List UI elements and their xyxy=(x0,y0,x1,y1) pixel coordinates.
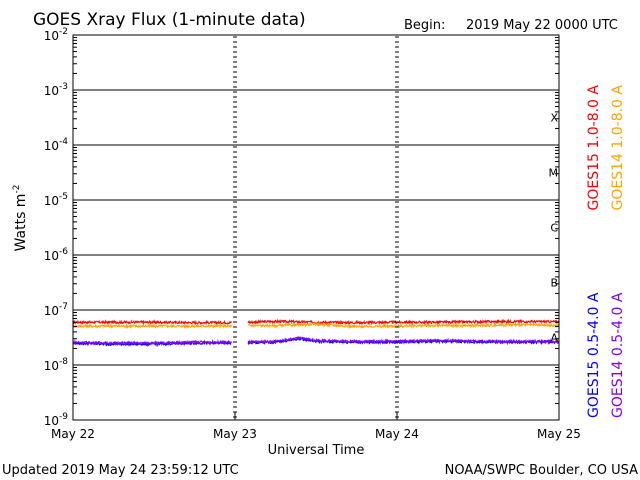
legend-entry: GOES14 1.0-8.0 A xyxy=(610,85,626,211)
credit-text: NOAA/SWPC Boulder, CO USA xyxy=(445,463,638,478)
y-tick-label: 10-5 xyxy=(44,192,68,208)
plot-frame xyxy=(72,34,560,421)
grid-lines xyxy=(73,89,559,366)
begin-label: Begin: xyxy=(404,18,445,33)
legend: GOES15 1.0-8.0 A GOES14 1.0-8.0 A GOES15 0… xyxy=(586,85,626,418)
legend-entry: GOES15 1.0-8.0 A xyxy=(586,85,602,211)
y-axis-label-exponent: -2 xyxy=(12,185,22,194)
series-line xyxy=(72,319,232,326)
updated-text: Updated 2019 May 24 23:59:12 UTC xyxy=(2,463,239,478)
y-tick-label: 10-4 xyxy=(44,137,69,153)
y-tick-label: 10-9 xyxy=(44,412,69,428)
y-tick-label: 10-2 xyxy=(44,27,68,43)
flare-class-label: A xyxy=(550,332,558,345)
x-tick-label: May 23 xyxy=(213,427,257,441)
begin-value: 2019 May 22 0000 UTC xyxy=(466,18,618,33)
legend-entry: GOES15 0.5-4.0 A xyxy=(586,292,602,418)
series-lines xyxy=(72,318,560,348)
y-tick-label: 10-7 xyxy=(44,302,68,318)
x-tick-label: May 24 xyxy=(375,427,419,441)
series-line xyxy=(72,339,232,347)
series-line xyxy=(247,335,560,345)
flare-class-label: C xyxy=(550,222,558,235)
y-tick-label: 10-6 xyxy=(44,247,69,263)
x-tick-label: May 22 xyxy=(51,427,95,441)
y-tick-label: 10-3 xyxy=(44,82,68,98)
flare-class-label: M xyxy=(549,167,559,180)
series-line xyxy=(72,323,232,330)
x-tick-label: May 25 xyxy=(537,427,581,441)
flare-class-label: X xyxy=(550,112,558,125)
flare-class-label: B xyxy=(550,277,558,290)
series-line xyxy=(247,321,560,330)
legend-entry: GOES14 0.5-4.0 A xyxy=(610,292,626,418)
series-line xyxy=(247,318,560,326)
y-axis-label-text: Watts m xyxy=(13,194,29,252)
y-axis-label: Watts m-2 xyxy=(12,185,29,252)
y-tick-label: 10-8 xyxy=(44,357,69,373)
x-axis-label: Universal Time xyxy=(268,443,365,458)
svg-text:Watts m-2: Watts m-2 xyxy=(12,185,29,252)
chart-title: GOES Xray Flux (1-minute data) xyxy=(33,10,306,30)
axes: 10-9 10-8 10-7 10-6 10-5 10-4 10-3 10-2 May 22 Ma… xyxy=(44,27,581,441)
